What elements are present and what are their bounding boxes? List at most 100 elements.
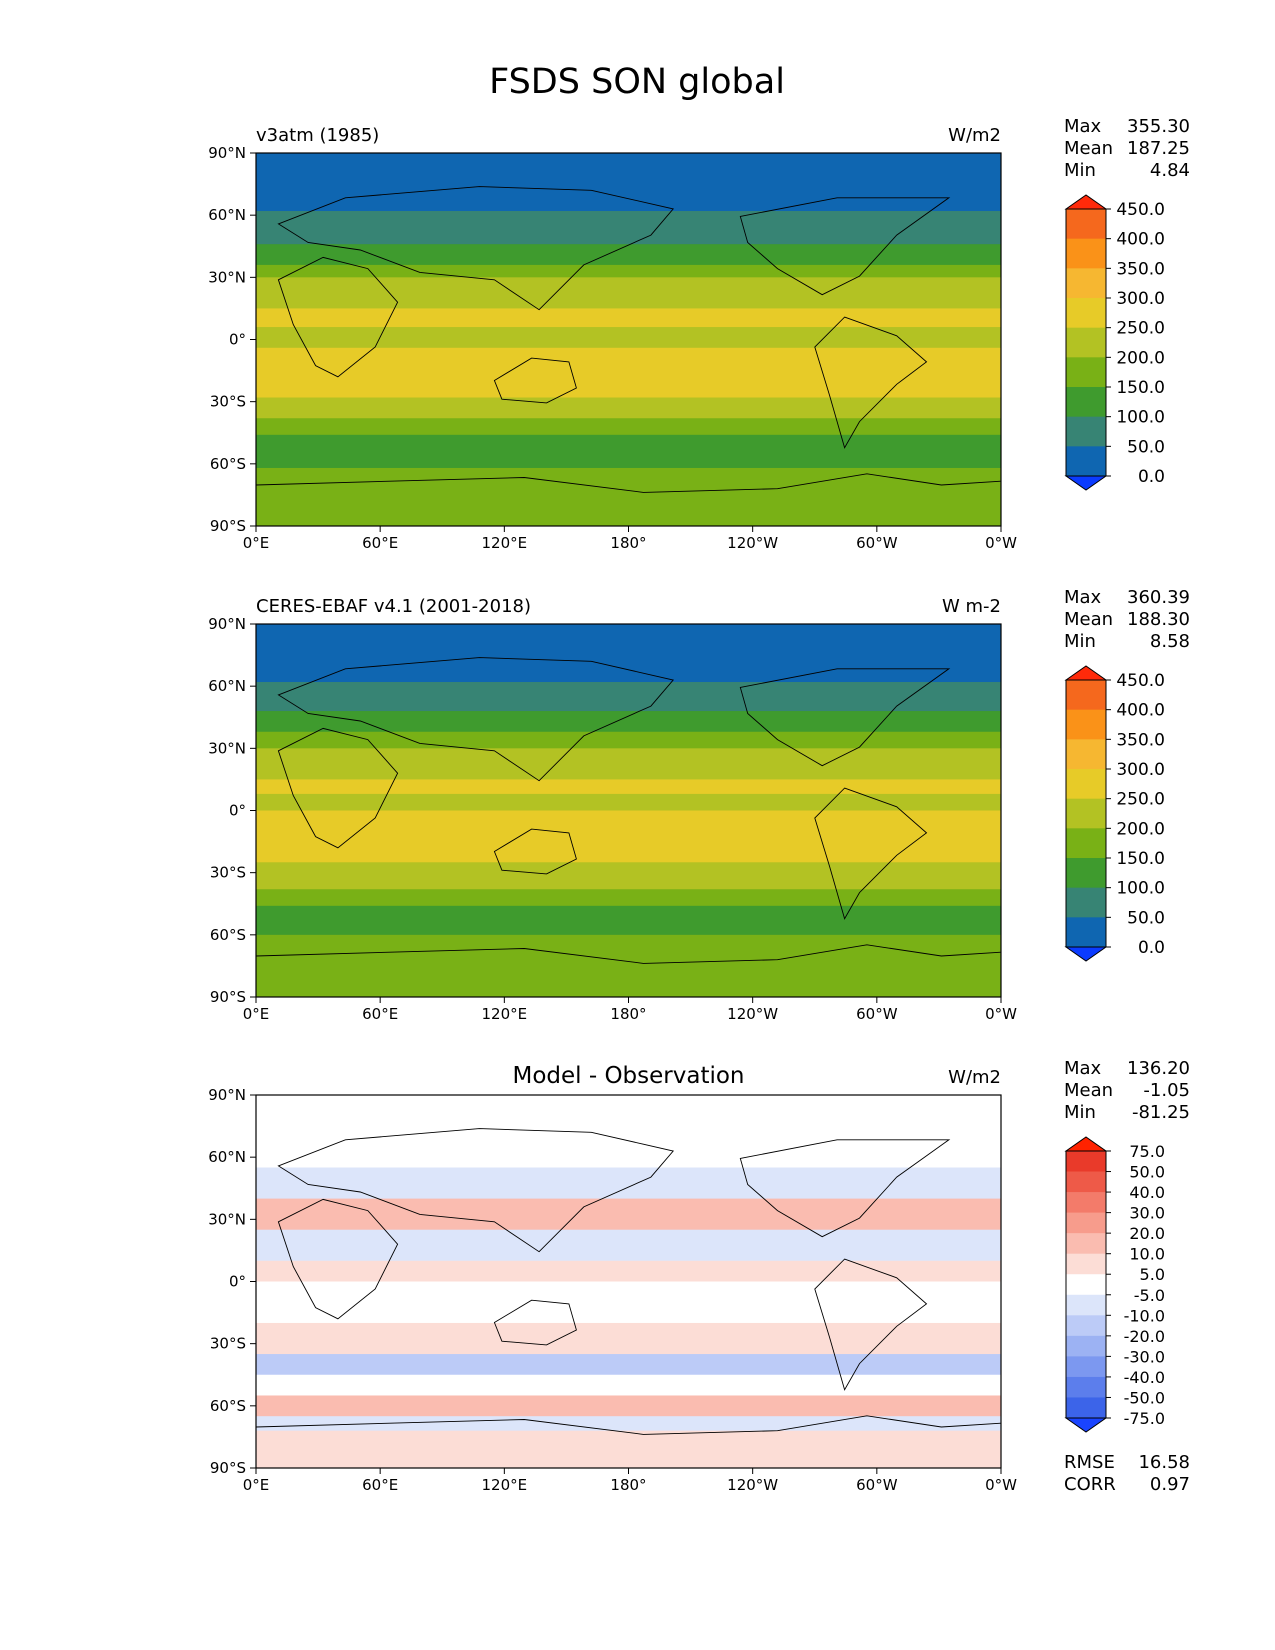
colorbar-swatch xyxy=(1066,238,1106,269)
lat-band xyxy=(256,889,1001,907)
lat-band xyxy=(256,1395,1001,1417)
colorbar-frame xyxy=(1065,1150,1107,1419)
y-tick-label: 60°S xyxy=(210,926,246,944)
stat-max-value: 355.30 xyxy=(1127,116,1190,137)
y-tick-label: 90°S xyxy=(210,517,246,535)
stat-mean-value: -1.05 xyxy=(1143,1080,1190,1101)
stat-mean-label: Mean xyxy=(1064,138,1113,159)
map-panel-difference: 0°E 60°E 120°E 180° 120°W 60°W 0°W 90°N 60°N 30°N… xyxy=(208,1058,1190,1495)
colorbar-label: -30.0 xyxy=(1124,1347,1165,1366)
colorbar-label: 10.0 xyxy=(1129,1245,1165,1264)
colorbar-swatch xyxy=(1066,209,1106,240)
panel-units: W/m2 xyxy=(948,125,1001,146)
lat-band xyxy=(256,244,1001,266)
y-tick-label: 60°N xyxy=(208,677,246,695)
colorbar-swatch xyxy=(1066,1253,1106,1275)
stat-max-label: Max xyxy=(1064,587,1102,608)
lat-band xyxy=(256,905,1001,936)
colorbar-swatch xyxy=(1066,1192,1106,1214)
colorbar-label: -10.0 xyxy=(1124,1306,1165,1325)
lat-band xyxy=(256,1260,1001,1282)
colorbar-label: 200.0 xyxy=(1116,348,1165,368)
x-tick-label: 60°E xyxy=(362,1476,398,1494)
lat-band xyxy=(256,624,1001,683)
lat-band xyxy=(256,748,1001,780)
stat-mean-value: 187.25 xyxy=(1127,138,1190,159)
lat-band xyxy=(256,308,1001,328)
panel-title-center: Model - Observation xyxy=(512,1063,744,1089)
y-tick-label: 30°S xyxy=(210,1335,246,1353)
colorbar-label: 250.0 xyxy=(1116,790,1165,810)
stat-max-value: 136.20 xyxy=(1127,1058,1190,1079)
coastlines xyxy=(255,186,1002,493)
y-tick-label: 30°S xyxy=(210,864,246,882)
colorbar-swatch xyxy=(1066,387,1106,418)
colorbar-swatch xyxy=(1066,1294,1106,1316)
colorbar-label: 200.0 xyxy=(1116,819,1165,839)
stat-mean-value: 188.30 xyxy=(1127,609,1190,630)
colorbar-label: 20.0 xyxy=(1129,1224,1165,1243)
lat-band xyxy=(256,484,1001,527)
x-tick-label: 60°W xyxy=(856,1476,898,1494)
lat-band xyxy=(256,1281,1001,1324)
y-tick-label: 60°N xyxy=(208,206,246,224)
stat-min-value: 8.58 xyxy=(1150,631,1190,652)
panel-title-left: v3atm (1985) xyxy=(256,125,379,146)
y-tick-label: 30°S xyxy=(210,393,246,411)
colorbar-swatch xyxy=(1066,446,1106,477)
colorbar-label: -40.0 xyxy=(1124,1368,1165,1387)
colorbar-extend-min xyxy=(1064,475,1108,491)
colorbar-swatch xyxy=(1066,1274,1106,1296)
y-tick-label: 90°S xyxy=(210,988,246,1006)
colorbar-label: 100.0 xyxy=(1116,879,1165,899)
stat-rmse-value: 16.58 xyxy=(1138,1452,1190,1473)
colorbar-label: 0.0 xyxy=(1138,467,1165,487)
lat-band xyxy=(256,418,1001,436)
colorbar-label: 400.0 xyxy=(1116,230,1165,250)
lat-band xyxy=(256,1167,1001,1200)
x-tick-label: 180° xyxy=(610,1005,646,1023)
panel-units: W m-2 xyxy=(942,596,1001,617)
colorbar-label: 450.0 xyxy=(1116,671,1165,691)
stat-corr-value: 0.97 xyxy=(1150,1474,1190,1495)
x-tick-label: 120°W xyxy=(727,1005,778,1023)
lat-band xyxy=(256,793,1001,811)
colorbar-label: 250.0 xyxy=(1116,319,1165,339)
colorbar-extend-max xyxy=(1064,194,1108,210)
colorbar-swatch xyxy=(1066,1233,1106,1255)
colorbar-label: 30.0 xyxy=(1129,1204,1165,1223)
colorbar-extend-min xyxy=(1064,1417,1108,1433)
colorbar-label: -20.0 xyxy=(1124,1327,1165,1346)
x-tick-label: 60°W xyxy=(856,1005,898,1023)
x-tick-label: 120°W xyxy=(727,534,778,552)
y-tick-label: 0° xyxy=(229,802,246,820)
lat-band xyxy=(256,1229,1001,1262)
coastlines xyxy=(255,657,1002,964)
colorbar-swatch xyxy=(1066,680,1106,711)
stat-min-label: Min xyxy=(1064,1102,1096,1123)
lat-band xyxy=(256,779,1001,795)
colorbar-swatch xyxy=(1066,1151,1106,1172)
colorbar-swatch xyxy=(1066,887,1106,918)
y-tick-label: 90°N xyxy=(208,144,246,162)
colorbar-extend-min xyxy=(1064,946,1108,962)
panel-units: W/m2 xyxy=(948,1067,1001,1088)
stat-min-label: Min xyxy=(1064,160,1096,181)
lat-band xyxy=(256,153,1001,212)
lat-band xyxy=(256,347,1001,399)
colorbar-swatch xyxy=(1066,268,1106,299)
colorbar-label: 350.0 xyxy=(1116,730,1165,750)
lat-band xyxy=(256,955,1001,998)
colorbar-swatch xyxy=(1066,917,1106,948)
colorbar-extend-max xyxy=(1064,665,1108,681)
lat-band xyxy=(256,327,1001,349)
stat-max-value: 360.39 xyxy=(1127,587,1190,608)
panel-title-left: CERES-EBAF v4.1 (2001-2018) xyxy=(256,596,531,617)
stat-mean-label: Mean xyxy=(1064,1080,1113,1101)
colorbar-swatch xyxy=(1066,416,1106,447)
lat-band xyxy=(256,1430,1001,1469)
colorbar-swatch xyxy=(1066,1212,1106,1234)
lat-band xyxy=(256,1322,1001,1355)
x-tick-label: 0°W xyxy=(985,1476,1017,1494)
stat-max-label: Max xyxy=(1064,1058,1102,1079)
